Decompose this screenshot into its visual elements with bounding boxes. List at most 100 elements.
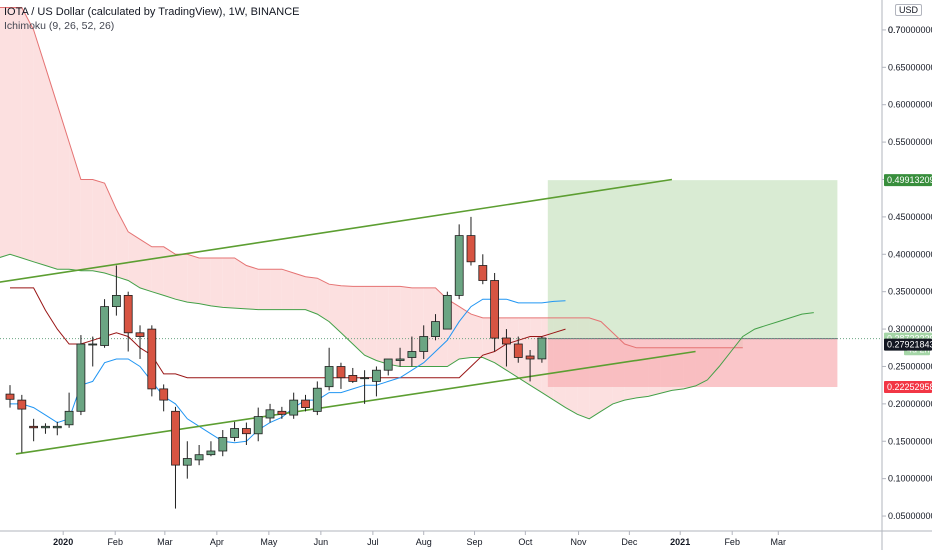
- cloud-segment: [340, 285, 353, 345]
- cloud-segment: [163, 246, 176, 300]
- symbol-title: IOTA / US Dollar (calculated by TradingV…: [4, 6, 300, 18]
- cloud-segment: [210, 258, 223, 308]
- cloud-segment: [10, 7, 22, 259]
- cloud-segment: [376, 286, 389, 365]
- price-tick-label: 0.40000000: [888, 249, 932, 259]
- target-zone: [547, 180, 838, 339]
- candle-body: [171, 410, 180, 466]
- candle-body: [360, 377, 370, 380]
- cloud-segment: [128, 231, 141, 288]
- time-axis: c2020FebMarAprMayJunJulAugSepOctNovDec20…: [53, 531, 787, 547]
- time-tick-label: Feb: [107, 537, 123, 547]
- cloud-segment: [364, 286, 377, 361]
- price-tick-label: 0.65000000: [888, 62, 932, 72]
- price-tick-label: 0.60000000: [888, 100, 932, 110]
- candle-body: [324, 366, 334, 388]
- cloud-segment: [222, 258, 235, 309]
- candle-body: [253, 416, 263, 435]
- cloud-segment: [518, 317, 531, 386]
- indicator-legend[interactable]: Ichimoku (9, 26, 52, 26): [4, 20, 115, 32]
- cloud-segment: [57, 104, 70, 270]
- price-tick-label: 0.30000000: [888, 324, 932, 334]
- cloud-segment: [69, 142, 81, 271]
- candle-body: [41, 425, 50, 429]
- senkou-span-b-line: [0, 7, 743, 349]
- time-tick-label: Oct: [518, 537, 533, 547]
- candle-body: [490, 280, 500, 339]
- price-tag-label: 0.27921843: [887, 340, 932, 350]
- time-tick-label: Jun: [314, 537, 329, 547]
- time-tick-label: Feb: [724, 537, 740, 547]
- candle-body: [5, 393, 15, 400]
- trendline-2: [15, 350, 696, 455]
- price-tag-label: 0.22252958: [887, 382, 932, 392]
- cloud-segment: [270, 269, 282, 310]
- candle-body: [218, 437, 228, 452]
- candle-body: [336, 366, 346, 379]
- candle-body: [194, 454, 204, 461]
- cloud-segment: [506, 317, 519, 378]
- price-tick-label: 0.20000000: [888, 399, 932, 409]
- price-tick-label: 0.05000000: [888, 511, 932, 521]
- candle-body: [431, 321, 440, 338]
- candle-body: [64, 410, 74, 426]
- price-tick-label: 0.15000000: [888, 436, 932, 446]
- candle-body: [277, 410, 287, 415]
- cloud-segment: [175, 254, 188, 303]
- cloud-segment: [140, 239, 152, 292]
- candle-body: [289, 399, 299, 416]
- candle-body: [76, 343, 86, 412]
- senkou-span-a-line: [0, 253, 814, 420]
- cloud-segment: [0, 7, 10, 258]
- candle-body: [348, 374, 358, 382]
- cloud-segment: [234, 258, 247, 309]
- cloud-segment: [388, 286, 401, 367]
- cloud-segment: [281, 269, 294, 310]
- candle-body: [29, 425, 39, 429]
- candle-body: [123, 294, 133, 334]
- candle-body: [371, 369, 381, 382]
- price-tick-label: 0.55000000: [888, 137, 932, 147]
- cloud-segment: [104, 183, 117, 277]
- price-tick-label: 0.25000000: [888, 361, 932, 371]
- cloud-segment: [246, 265, 259, 310]
- cloud-segment: [317, 278, 330, 322]
- cloud-segment: [305, 276, 318, 315]
- candle-body: [159, 388, 169, 401]
- candle-body: [442, 294, 452, 330]
- candle-body: [312, 387, 322, 412]
- cloud-segment: [80, 179, 93, 271]
- price-tick-label: 0.70000000: [888, 25, 932, 35]
- price-tick-label: 0.10000000: [888, 474, 932, 484]
- time-tick-label: Mar: [771, 537, 787, 547]
- time-tick-label: Mar: [157, 537, 173, 547]
- candle-body: [230, 428, 240, 438]
- time-tick-label: Sep: [467, 537, 483, 547]
- time-tick-label: Nov: [571, 537, 588, 547]
- candle-body: [407, 351, 417, 358]
- candle-body: [383, 358, 393, 371]
- candle-body: [52, 425, 62, 429]
- cloud-segment: [45, 67, 58, 270]
- price-tag-label: 0.49913209: [887, 175, 932, 185]
- candle-body: [265, 409, 275, 419]
- price-tick-label: 0.45000000: [888, 212, 932, 222]
- price-axis: 0.70000000 0.65000000 0.60000000 0.55000000…: [882, 25, 932, 521]
- cloud-segment: [187, 254, 200, 304]
- cloud-segment: [199, 258, 211, 306]
- cloud-segment: [352, 286, 365, 356]
- candle-body: [301, 399, 310, 409]
- cloud-segment: [151, 246, 164, 296]
- price-tag-bg: [884, 381, 932, 394]
- time-tick-label: 2021: [670, 537, 690, 547]
- time-tick-label: 2020: [53, 537, 73, 547]
- candles: [5, 216, 547, 509]
- candle-body: [466, 235, 476, 263]
- currency-badge[interactable]: USD: [894, 4, 922, 16]
- candle-body: [525, 355, 535, 360]
- trendline-1: [0, 178, 673, 283]
- time-tick-label: May: [260, 537, 278, 547]
- candle-body: [147, 328, 157, 390]
